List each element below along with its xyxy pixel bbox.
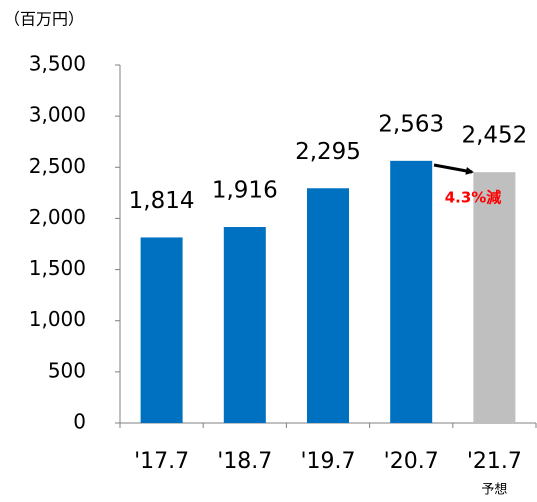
y-tick-label: 2,000	[29, 205, 86, 229]
x-tick-label: '20.7	[384, 449, 439, 474]
category-note: 予想	[481, 482, 507, 498]
y-tick-label: 1,500	[29, 256, 86, 280]
y-tick-label: 3,500	[29, 52, 86, 76]
bar	[140, 237, 183, 423]
bar	[473, 172, 516, 423]
data-label: 1,916	[212, 178, 278, 204]
bar	[223, 227, 266, 423]
y-tick-label: 500	[48, 358, 86, 382]
x-tick-label: '21.7	[467, 449, 522, 474]
bar	[390, 160, 433, 423]
y-tick-label: 2,500	[29, 154, 86, 178]
data-label: 2,295	[295, 139, 361, 165]
y-axis-label: （百万円）	[4, 10, 84, 29]
x-tick-label: '18.7	[217, 449, 272, 474]
y-tick-label: 3,000	[29, 103, 86, 127]
data-label: 1,814	[129, 188, 195, 214]
arrow	[433, 163, 474, 175]
data-label: 2,563	[378, 111, 444, 137]
x-tick-label: '19.7	[300, 449, 355, 474]
annotation: 4.3%減	[445, 189, 502, 207]
x-tick-label: '17.7	[134, 449, 189, 474]
y-tick-label: 0	[73, 410, 86, 434]
bar	[307, 188, 349, 423]
data-label: 2,452	[461, 123, 527, 149]
y-tick-label: 1,000	[29, 307, 86, 331]
